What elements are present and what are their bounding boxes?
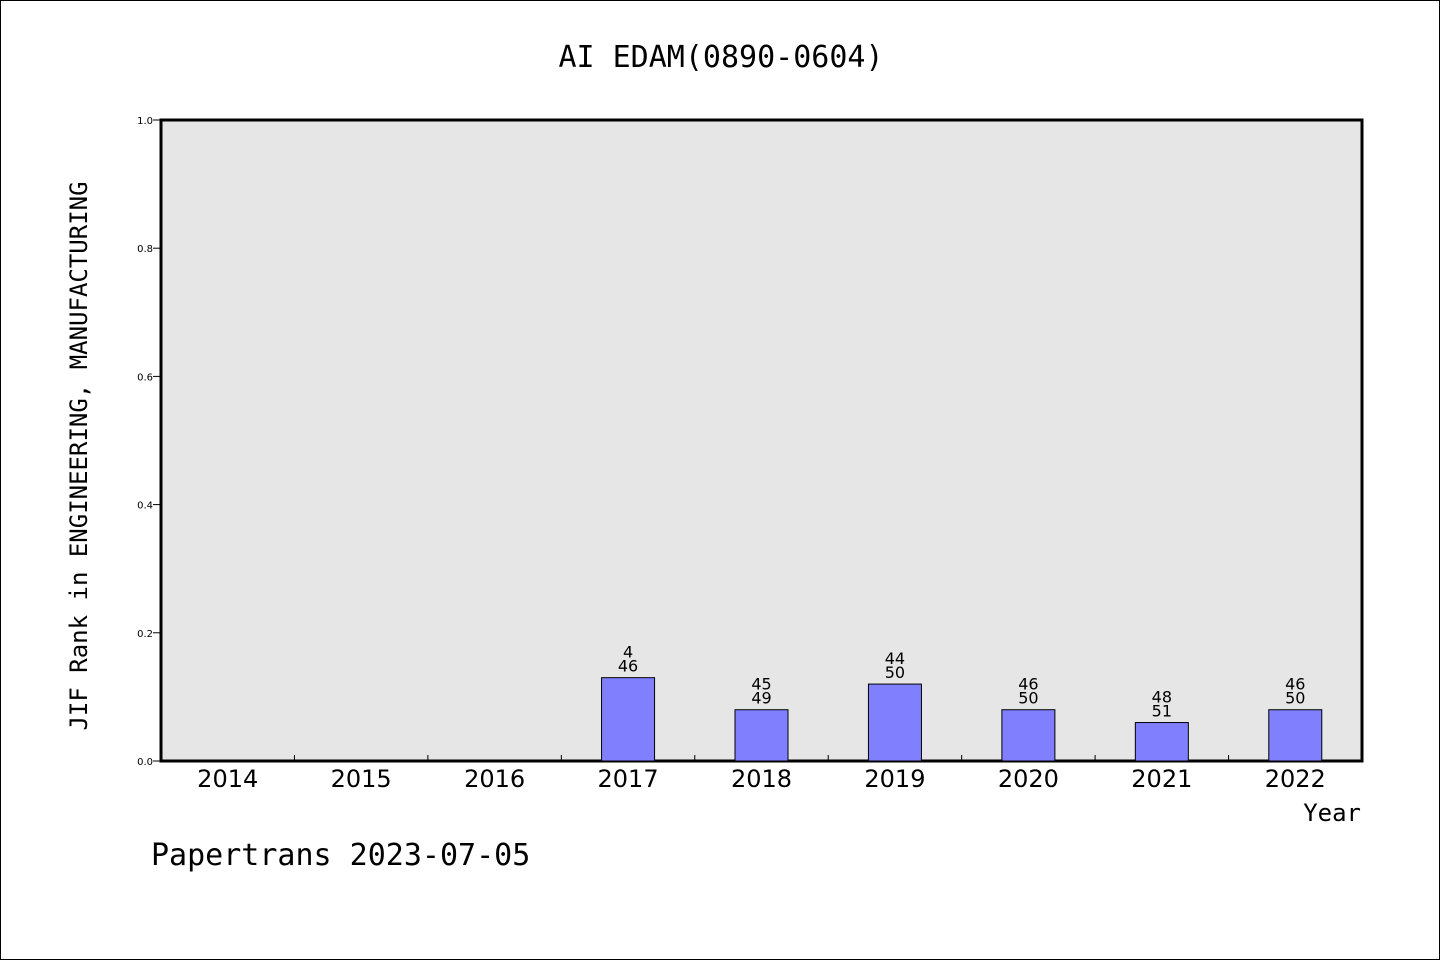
bar-total-label: 50: [1018, 689, 1038, 708]
x-tick-label: 2017: [598, 765, 659, 793]
x-tick-label: 2015: [331, 765, 392, 793]
bar-rank-label: 44: [885, 649, 905, 668]
x-tick-label: 2016: [464, 765, 525, 793]
y-tick-label: 1.0: [137, 116, 153, 127]
x-tick-label: 2018: [731, 765, 792, 793]
y-axis: 0.0 0.2 0.4 0.6 0.8 1.0: [137, 116, 161, 768]
bar-total-label: 46: [618, 657, 638, 676]
y-tick-label: 0.8: [137, 244, 153, 255]
y-tick-label: 0.4: [137, 501, 153, 512]
bar: [1268, 709, 1323, 762]
bar-rank-label: 48: [1152, 688, 1172, 707]
bar-rank-label: 46: [1285, 675, 1305, 694]
x-tick-label: 2020: [998, 765, 1059, 793]
bar-total-label: 51: [1152, 702, 1172, 721]
chart-title: AI EDAM(0890-0604): [558, 40, 883, 75]
bar: [867, 683, 922, 762]
bar: [601, 677, 656, 762]
bar-rank-label: 45: [751, 675, 771, 694]
x-axis: 2014 2015 2016 2017 2018 2019 2020 2021 2022: [197, 755, 1326, 793]
bar-total-label: 50: [885, 663, 905, 682]
y-tick-label: 0.6: [137, 372, 153, 383]
bar-rank-label: 46: [1018, 675, 1038, 694]
x-tick-label: 2019: [864, 765, 925, 793]
y-tick-label: 0.0: [137, 757, 153, 768]
x-tick-label: 2022: [1265, 765, 1326, 793]
x-tick-label: 2014: [197, 765, 258, 793]
y-axis-label: JIF Rank in ENGINEERING, MANUFACTURING: [65, 181, 93, 730]
bar-total-label: 49: [751, 689, 771, 708]
plot-area: [159, 118, 1364, 763]
bar: [734, 709, 789, 762]
bar: [1001, 709, 1056, 762]
footer-watermark: Papertrans 2023-07-05: [151, 838, 530, 873]
x-tick-label: 2021: [1131, 765, 1192, 793]
x-axis-label: Year: [1303, 799, 1361, 827]
bar: [1134, 722, 1189, 762]
bars: [601, 677, 1323, 762]
y-tick-label: 0.2: [137, 629, 153, 640]
bar-rank-label: 4: [623, 643, 633, 662]
bar-total-label: 50: [1285, 689, 1305, 708]
